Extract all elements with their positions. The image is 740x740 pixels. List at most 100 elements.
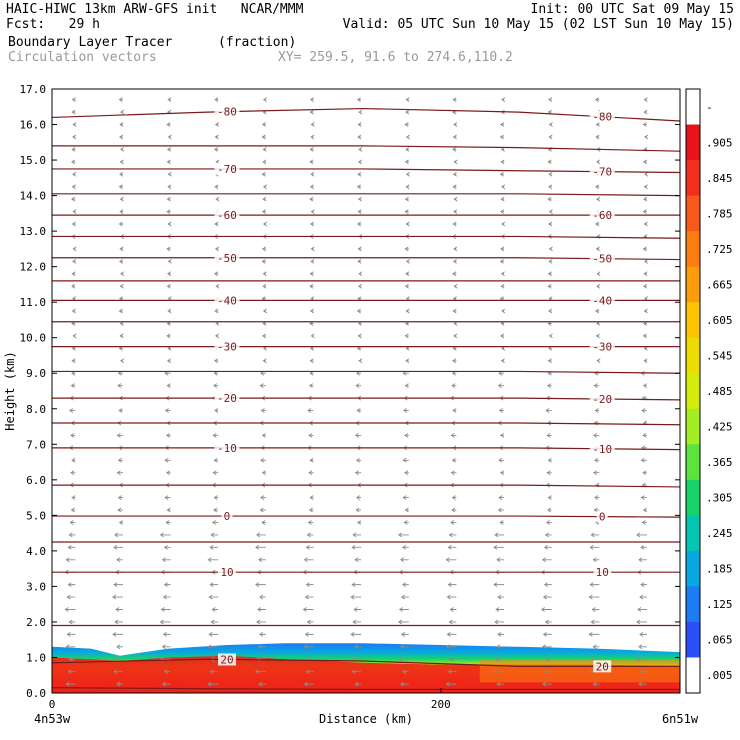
circulation-vector <box>166 246 171 252</box>
circulation-vector <box>357 258 362 264</box>
circulation-vector <box>493 582 505 588</box>
circulation-vector <box>166 383 171 389</box>
circulation-vector <box>166 122 171 127</box>
temperature-contour <box>52 484 681 488</box>
circulation-vector <box>594 408 600 413</box>
circulation-vector <box>547 196 552 202</box>
contour-label: -70 <box>592 166 612 179</box>
circulation-vector <box>118 520 123 525</box>
field-name: Boundary Layer Tracer <box>8 35 173 50</box>
circulation-vector <box>258 681 266 687</box>
circulation-vector <box>596 271 601 277</box>
circulation-vector <box>213 147 219 152</box>
circulation-vector <box>642 283 648 289</box>
circulation-vector <box>404 507 409 513</box>
circulation-vector <box>357 246 362 252</box>
y-tick-label: 3.0 <box>26 580 46 593</box>
colorbar-swatch <box>686 586 700 623</box>
circulation-vector <box>405 147 410 152</box>
circulation-vector <box>544 619 552 625</box>
temperature-contour <box>52 515 681 518</box>
y-tick-label: 5.0 <box>26 509 46 522</box>
circulation-vector <box>358 271 363 277</box>
circulation-vector <box>351 544 362 550</box>
circulation-vector <box>255 582 266 588</box>
circulation-vector <box>640 669 647 675</box>
colorbar-label: .545 <box>706 349 733 362</box>
circulation-vector <box>501 308 506 314</box>
circulation-vector <box>447 582 457 588</box>
circulation-vector <box>70 507 76 513</box>
circulation-vector <box>114 532 123 538</box>
circulation-vector <box>546 470 552 476</box>
circulation-vector <box>547 283 552 289</box>
circulation-vector <box>588 594 600 600</box>
colorbar-swatch <box>686 302 700 339</box>
circulation-vector <box>119 333 124 339</box>
circulation-vector <box>262 147 267 152</box>
circulation-vector <box>500 209 505 214</box>
circulation-vector <box>214 97 219 103</box>
circulation-vector <box>399 681 409 687</box>
circulation-vector <box>258 644 266 650</box>
circulation-vector <box>119 283 124 289</box>
colorbar-frame <box>685 88 701 694</box>
circulation-vector <box>591 607 600 612</box>
colorbar-label: - <box>706 101 713 114</box>
contour-label: -40 <box>592 294 612 307</box>
circulation-vector <box>70 433 76 438</box>
circulation-vector <box>400 632 409 637</box>
circulation-vector <box>451 457 457 463</box>
circulation-vector <box>448 656 457 662</box>
circulation-vector <box>69 520 76 525</box>
circulation-vector <box>642 470 647 476</box>
circulation-vector <box>208 594 219 600</box>
circulation-vector <box>593 470 600 476</box>
circulation-vector <box>309 97 314 103</box>
circulation-vector <box>71 159 76 165</box>
circulation-vector <box>113 582 123 588</box>
circulation-vector <box>548 308 553 314</box>
colorbar-label: .725 <box>706 243 733 256</box>
circulation-vector <box>500 159 505 165</box>
circulation-vector <box>356 408 362 413</box>
circulation-vector <box>354 644 362 650</box>
circulation-vector <box>405 109 410 115</box>
circulation-vector <box>543 669 552 675</box>
temperature-contour <box>52 235 681 239</box>
contour-label: 20 <box>596 660 609 673</box>
circulation-vector <box>71 457 76 463</box>
circulation-vector <box>499 470 505 476</box>
circulation-vector <box>547 457 552 463</box>
circulation-vector <box>166 333 171 339</box>
circulation-vector <box>357 209 362 214</box>
circulation-vector <box>497 632 505 637</box>
circulation-vector <box>501 97 506 103</box>
circulation-vector <box>71 283 76 289</box>
circulation-vector <box>639 632 647 637</box>
colorbar-swatch <box>686 621 700 658</box>
circulation-vector <box>71 196 76 202</box>
circulation-vector <box>310 134 315 140</box>
circulation-vector <box>309 221 314 227</box>
circulation-vector <box>405 97 410 103</box>
circulation-vector <box>209 544 219 550</box>
circulation-vector <box>72 122 77 127</box>
circulation-vector <box>500 147 505 152</box>
circulation-vector <box>112 594 123 600</box>
circulation-vector <box>211 607 219 612</box>
circulation-vector <box>453 209 458 214</box>
circulation-vector <box>496 557 505 563</box>
circulation-vector <box>451 495 457 500</box>
circulation-vector <box>209 582 219 588</box>
circulation-vector <box>207 644 219 650</box>
circulation-vector <box>68 532 76 538</box>
circulation-vector <box>113 669 123 675</box>
circulation-vector <box>494 656 505 662</box>
circulation-vector <box>214 408 219 413</box>
circulation-vector <box>118 97 123 103</box>
circulation-vector <box>592 681 600 687</box>
circulation-vector <box>356 97 362 103</box>
circulation-vector <box>214 134 219 140</box>
circulation-vector <box>447 669 457 675</box>
